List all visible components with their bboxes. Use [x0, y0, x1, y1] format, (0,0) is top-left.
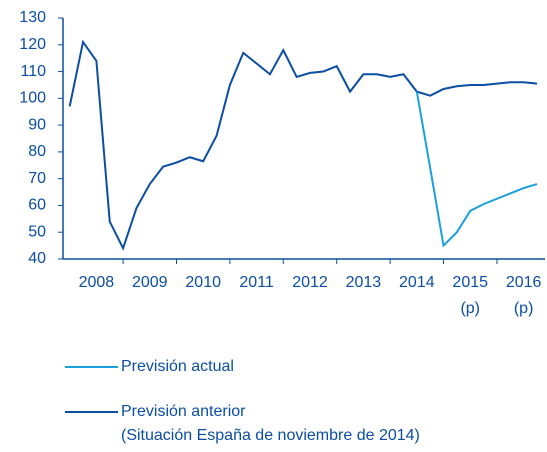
- series-line: [415, 91, 538, 248]
- x-tick-label: 2010: [185, 274, 221, 291]
- x-tick-label: 2014: [399, 274, 435, 291]
- y-tick-label: 100: [19, 90, 46, 107]
- y-tick-label: 90: [28, 116, 46, 133]
- x-tick-label: 2016: [506, 274, 542, 291]
- series-line: [68, 39, 538, 251]
- legend-description: (Situación España de noviembre de 2014): [121, 427, 420, 444]
- y-tick-label: 120: [19, 36, 46, 53]
- y-tick-label: 50: [28, 223, 46, 240]
- y-tick-label: 70: [28, 170, 46, 187]
- x-tick-label: 2009: [132, 274, 168, 291]
- x-tick-label: 2012: [292, 274, 328, 291]
- legend-label: Previsión anterior: [121, 403, 246, 420]
- y-tick-label: 130: [19, 9, 46, 26]
- legend-label: Previsión actual: [121, 358, 234, 375]
- x-tick-label: 2015: [452, 274, 488, 291]
- x-tick-label: 2011: [239, 274, 274, 291]
- x-tick-note: (p): [514, 300, 534, 317]
- y-tick-label: 80: [28, 143, 46, 160]
- y-tick-label: 110: [20, 63, 46, 80]
- y-tick-label: 40: [28, 250, 46, 267]
- x-tick-label: 2013: [346, 274, 382, 291]
- y-tick-label: 60: [28, 197, 46, 214]
- x-tick-note: (p): [460, 300, 480, 317]
- x-tick-label: 2008: [79, 274, 115, 291]
